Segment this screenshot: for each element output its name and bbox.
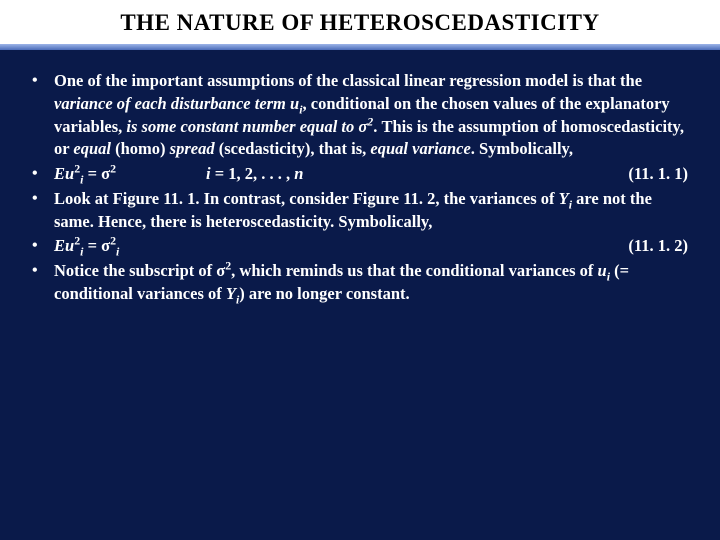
b1-mid3: (homo) (111, 139, 170, 158)
b5-y: Y (226, 284, 236, 303)
bullet-3: Look at Figure 11. 1. In contrast, consi… (28, 188, 692, 234)
b1-mid4: (scedasticity), that is, (215, 139, 371, 158)
eq1-left: Eu2i = σ2 (54, 163, 116, 186)
b5-mid1: , which reminds us that the conditional … (231, 261, 597, 280)
b1-em3: equal (73, 139, 111, 158)
eq1-lhs-a: Eu (54, 164, 74, 183)
content-area: One of the important assumptions of the … (0, 50, 720, 328)
eq1-range: i = 1, 2, . . . , n (116, 163, 628, 186)
bullet-1: One of the important assumptions of the … (28, 70, 692, 161)
eq1-eq: = σ (83, 164, 110, 183)
b5-pre: Notice the subscript of σ (54, 261, 225, 280)
bullet-4: Eu2i = σ2i (11. 1. 2) (28, 235, 692, 258)
b1-post: . Symbolically, (471, 139, 573, 158)
b3-pre: Look at Figure 11. 1. In contrast, consi… (54, 189, 559, 208)
eq1-range-c: n (294, 164, 303, 183)
b3-y: Y (559, 189, 569, 208)
eq1-range-b: = 1, 2, . . . , (211, 164, 295, 183)
slide-title: THE NATURE OF HETEROSCEDASTICITY (20, 10, 700, 36)
eq2-rhs-sub: i (116, 245, 119, 259)
bullet-list: One of the important assumptions of the … (28, 70, 692, 306)
b1-em2a: is some constant number equal to σ (126, 117, 367, 136)
b1-em4: spread (170, 139, 215, 158)
eq2-ref: (11. 1. 2) (628, 235, 692, 258)
bullet-2: Eu2i = σ2 i = 1, 2, . . . , n (11. 1. 1) (28, 163, 692, 186)
b1-em1: variance of each disturbance term u (54, 94, 299, 113)
equation-row-1: Eu2i = σ2 i = 1, 2, . . . , n (11. 1. 1) (54, 163, 692, 186)
equation-row-2: Eu2i = σ2i (11. 1. 2) (54, 235, 692, 258)
eq2-lhs-a: Eu (54, 236, 74, 255)
b5-post: ) are no longer constant. (239, 284, 409, 303)
eq2-eq: = σ (83, 236, 110, 255)
b1-pre: One of the important assumptions of the … (54, 71, 642, 90)
title-band: THE NATURE OF HETEROSCEDASTICITY (0, 0, 720, 44)
eq2-left: Eu2i = σ2i (54, 235, 119, 258)
bullet-5: Notice the subscript of σ2, which remind… (28, 260, 692, 306)
b5-u: u (598, 261, 607, 280)
b1-em5: equal variance (370, 139, 470, 158)
eq1-ref: (11. 1. 1) (628, 163, 692, 186)
